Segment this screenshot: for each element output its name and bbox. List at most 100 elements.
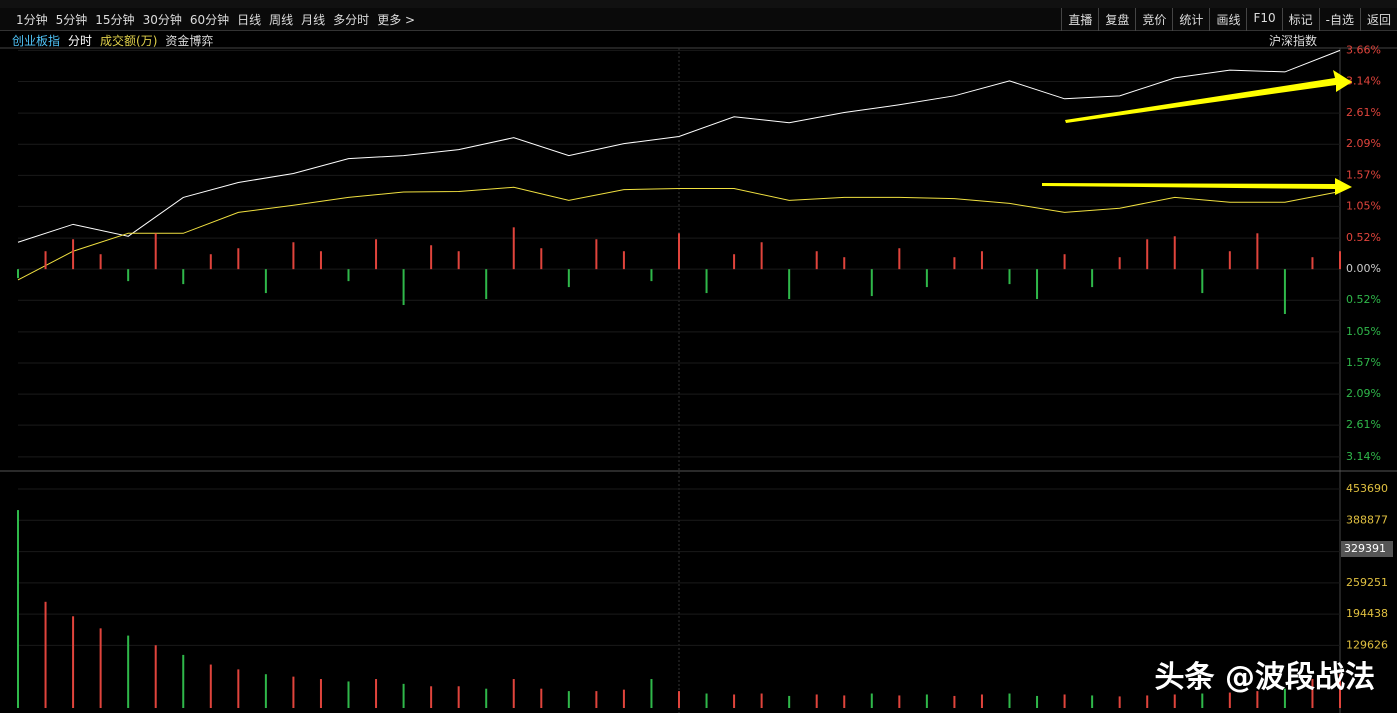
bar [1201, 269, 1204, 294]
y-tick-label: 1.57% [1346, 168, 1381, 181]
bar [815, 694, 818, 708]
period-tab[interactable]: 5分钟 [55, 13, 88, 27]
price-line [17, 186, 1341, 281]
bar [99, 628, 102, 708]
y-tick-label: 0.52% [1346, 293, 1381, 306]
bar [1201, 693, 1204, 708]
bar [1173, 236, 1176, 270]
bar [237, 669, 240, 708]
tool-button[interactable]: 复盘 [1098, 8, 1135, 31]
y-tick-label: 129626 [1346, 638, 1388, 651]
period-tab[interactable]: 更多 > [377, 13, 416, 27]
period-tab[interactable]: 15分钟 [95, 13, 135, 27]
bar [485, 688, 488, 708]
tool-button[interactable]: 返回 [1359, 8, 1397, 31]
index-name[interactable]: 创业板指 [12, 34, 61, 48]
bar [1146, 239, 1149, 270]
view-tab[interactable]: 分时 [68, 34, 93, 48]
tool-button[interactable]: F10 [1246, 8, 1281, 31]
bar [870, 693, 873, 708]
tool-button[interactable]: 画线 [1209, 8, 1246, 31]
bar [182, 269, 185, 285]
period-tab[interactable]: 多分时 [333, 13, 370, 27]
bar [760, 693, 763, 708]
bar [622, 251, 625, 270]
bar [705, 693, 708, 708]
bar [375, 239, 378, 270]
bar [1256, 233, 1259, 270]
arrow [1065, 70, 1352, 123]
bar [209, 254, 212, 270]
bar [237, 248, 240, 270]
bar [1118, 257, 1121, 270]
current-box [1341, 540, 1393, 557]
bar [402, 269, 405, 306]
period-tab[interactable]: 月线 [301, 13, 326, 27]
y-tick-label: 1.57% [1346, 356, 1381, 369]
bar [980, 694, 983, 708]
tool-button[interactable]: 直播 [1061, 8, 1098, 31]
bar [512, 679, 515, 708]
bar [1339, 251, 1341, 270]
bar [1118, 696, 1121, 708]
y-tick-label: 194438 [1346, 607, 1388, 620]
period-tab[interactable]: 60分钟 [189, 13, 230, 27]
bar [733, 694, 736, 708]
period-tab[interactable]: 日线 [237, 13, 262, 27]
arrow [1042, 178, 1352, 195]
bar [1036, 269, 1039, 300]
period-tab[interactable]: 周线 [269, 13, 294, 27]
y-tick-label: 2.61% [1346, 106, 1381, 119]
bar [870, 269, 873, 297]
tool-button[interactable]: 标记 [1281, 8, 1319, 31]
bar [595, 239, 598, 270]
tool-button[interactable]: 统计 [1172, 8, 1209, 31]
y-tick-label: 3.66% [1346, 43, 1381, 56]
bar [1063, 254, 1066, 270]
y-tick-label: 388877 [1346, 513, 1388, 526]
tool-button[interactable]: 竞价 [1135, 8, 1172, 31]
bar [457, 686, 460, 708]
bar [485, 269, 488, 300]
bar [127, 269, 130, 282]
bar [1063, 694, 1066, 708]
bar [650, 269, 653, 282]
bar [980, 251, 983, 270]
bar [678, 233, 680, 270]
bar [953, 695, 956, 708]
bar [1091, 269, 1094, 288]
bar [1256, 691, 1259, 708]
bar [898, 248, 901, 270]
current-label: 329391 [1344, 542, 1386, 555]
bar [457, 251, 460, 270]
period-tab[interactable]: 1分钟 [16, 13, 48, 27]
y-tick-label: 1.05% [1346, 199, 1381, 212]
fund-tab[interactable]: 资金博弈 [165, 34, 214, 48]
bar [1228, 251, 1231, 270]
bar [567, 691, 570, 708]
bar [1283, 269, 1286, 314]
bar [815, 251, 818, 270]
market-select[interactable]: 沪深指数 [1268, 34, 1317, 48]
bar [430, 245, 433, 270]
bar [402, 683, 405, 708]
period-tab[interactable]: 30分钟 [142, 13, 182, 27]
bar [430, 686, 433, 708]
bar [788, 269, 791, 300]
y-tick-label: 259251 [1346, 576, 1388, 589]
bar [1008, 269, 1011, 285]
bar [17, 510, 19, 708]
bar [1228, 692, 1231, 708]
y-tick-label: 0.52% [1346, 231, 1381, 244]
watermark: 头条 @波段战法 [1154, 660, 1375, 695]
y-tick-label: 3.14% [1346, 450, 1381, 463]
tool-button[interactable]: -自选 [1318, 8, 1360, 31]
bar [264, 269, 267, 294]
top-strip [0, 0, 1397, 8]
indicator-tab[interactable]: 成交额(万) [100, 34, 158, 48]
bar [1036, 695, 1039, 708]
bar [567, 269, 570, 288]
bar [622, 689, 625, 708]
bar [347, 269, 350, 282]
